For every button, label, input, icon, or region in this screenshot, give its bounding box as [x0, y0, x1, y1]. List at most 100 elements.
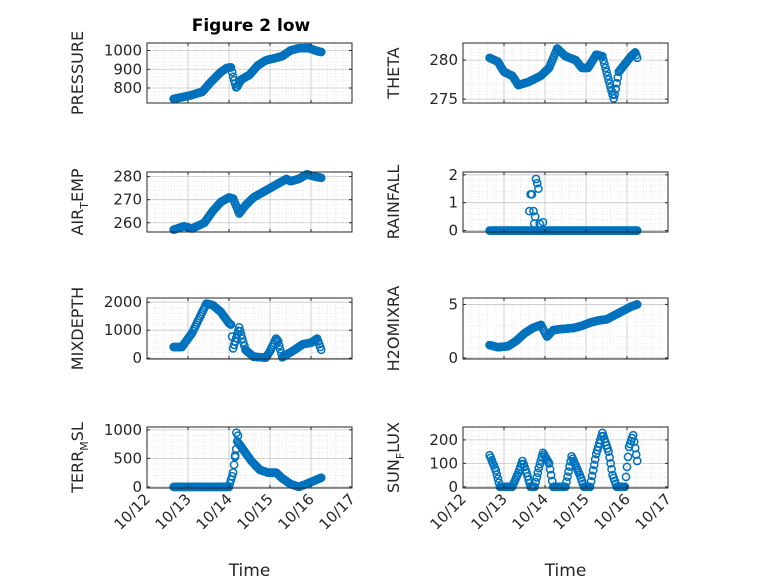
data-point: [531, 174, 541, 184]
data-point: [609, 94, 619, 103]
data-point: [623, 452, 633, 462]
data-point: [545, 464, 555, 474]
x-tick-label: 10/16: [591, 490, 634, 533]
y-axis-label: PRESSURE: [68, 31, 87, 115]
data-point: [229, 460, 239, 470]
data-point: [590, 455, 600, 464]
y-axis-label-main: TERR: [68, 451, 87, 494]
data-point: [605, 453, 614, 462]
data-point: [238, 337, 248, 347]
data-point: [632, 300, 642, 309]
x-tick-label: 10/13: [468, 490, 511, 533]
data-point: [230, 451, 240, 460]
y-tick-label: 275: [429, 90, 458, 108]
data-point: [563, 472, 572, 482]
y-tick-label: 100: [429, 454, 458, 472]
data-point: [599, 55, 608, 65]
x-tick-label: 10/12: [111, 490, 154, 533]
y-axis-label-subscript: T: [78, 202, 91, 210]
axes-box: [462, 171, 669, 233]
x-tick-label: 10/14: [509, 490, 552, 533]
y-tick-label: 800: [113, 79, 142, 97]
x-tick-label: 10/14: [193, 490, 236, 533]
axes-box: [146, 42, 353, 104]
data-point: [492, 470, 502, 479]
y-tick-label: 2000: [104, 293, 142, 311]
data-point: [493, 474, 503, 483]
y-axis-label-tail: LUX: [384, 422, 403, 453]
data-point: [603, 71, 612, 81]
x-tick-label: 10/13: [152, 490, 195, 533]
data-point: [272, 335, 282, 345]
data-point: [607, 464, 616, 474]
data-point: [564, 467, 573, 476]
y-tick-label: 0: [448, 222, 458, 240]
data-point: [316, 345, 326, 355]
y-axis-label: AIRTEMP: [68, 168, 91, 235]
data-point: [534, 463, 544, 473]
data-point: [530, 482, 540, 492]
y-tick-label: 0: [132, 349, 142, 367]
data-point: [604, 75, 613, 84]
y-tick-label: 0: [448, 349, 458, 367]
data-point: [562, 477, 571, 487]
subplot-theta: 275 280 THETA: [384, 42, 669, 108]
data-point: [535, 459, 545, 469]
data-point: [274, 341, 284, 350]
data-point: [610, 90, 620, 99]
y-tick-label: 280: [429, 51, 458, 69]
data-point: [275, 344, 285, 354]
data-point: [316, 173, 326, 183]
y-axis-label-subscript: M: [78, 441, 91, 451]
data-point: [588, 466, 598, 475]
y-axis-label-tail: EMP: [68, 168, 87, 202]
data-point: [532, 178, 542, 188]
data-point: [538, 217, 548, 227]
subplot-h2omixra: 0 5 H2OMIXRA: [384, 286, 669, 371]
data-point: [491, 466, 501, 475]
axes-box: [146, 171, 353, 233]
y-tick-label: 0: [448, 478, 458, 496]
data-point: [621, 472, 631, 482]
data-point: [561, 482, 570, 492]
x-axis-label: Time: [544, 561, 587, 581]
data-point: [531, 477, 541, 487]
x-tick-label: 10/12: [427, 490, 470, 533]
data-point: [601, 63, 610, 73]
subplot-mixdepth: 0 1000 2000 MIXDEPTH: [68, 287, 353, 370]
y-tick-label: 0: [132, 478, 142, 496]
axes-box: [462, 297, 669, 360]
data-point: [600, 59, 609, 69]
y-axis-label: THETA: [384, 47, 403, 99]
data-point: [235, 326, 245, 336]
axes-box: [146, 426, 353, 489]
y-tick-label: 1: [448, 194, 458, 212]
y-tick-label: 1000: [104, 42, 142, 60]
y-axis-label: RAINFALL: [384, 165, 403, 240]
data-point: [227, 67, 237, 77]
y-axis-label-subscript: F: [394, 453, 407, 459]
data-point: [544, 459, 554, 468]
figure-title: Figure 2 low: [192, 16, 311, 36]
data-point: [533, 468, 543, 478]
y-tick-label: 200: [429, 431, 458, 449]
data-point: [532, 473, 542, 482]
y-tick-label: 2: [448, 166, 458, 184]
y-axis-label: MIXDEPTH: [68, 287, 87, 370]
data-point: [273, 337, 283, 346]
data-point: [586, 477, 596, 486]
data-point: [236, 330, 246, 340]
x-tick-label: 10/17: [316, 490, 359, 533]
data-point: [530, 212, 540, 222]
y-tick-label: 500: [113, 449, 142, 467]
x-tick-label: 10/15: [550, 490, 593, 533]
x-tick-label: 10/17: [632, 490, 675, 533]
data-point: [316, 473, 326, 483]
data-point: [226, 320, 236, 329]
data-point: [611, 84, 621, 94]
subplot-air_temp: 260 270 280 AIRTEMP: [68, 168, 353, 236]
y-axis-label: TERRMSL: [68, 422, 91, 494]
data-point: [632, 226, 642, 235]
